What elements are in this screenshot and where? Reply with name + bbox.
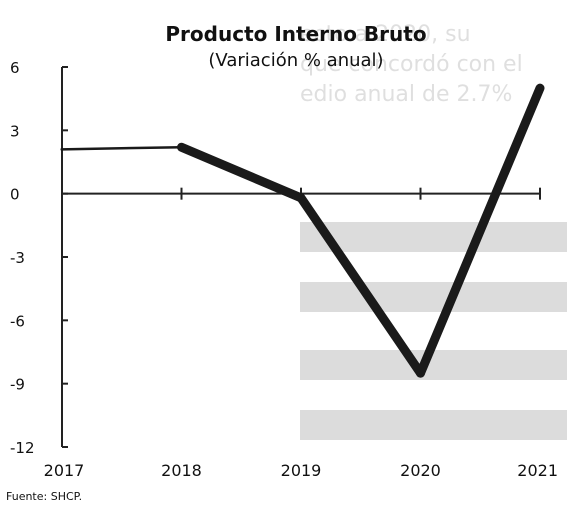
chart-subtitle: (Variación % anual) — [208, 50, 383, 71]
x-tick-label: 2020 — [400, 461, 441, 480]
series-layer — [60, 83, 545, 378]
tick-labels: 6 3 0 -3 -6 -9 -12 2017 2018 2019 2020 2021 — [10, 59, 558, 480]
x-tick-label: 2021 — [517, 461, 558, 480]
chart-background — [0, 0, 298, 506]
x-tick-label: 2019 — [281, 461, 322, 480]
source-note: Fuente: SHCP. — [6, 490, 82, 503]
x-tick-label: 2017 — [44, 461, 85, 480]
data-point — [419, 371, 422, 375]
y-tick-label: 3 — [10, 122, 20, 140]
data-point — [180, 145, 183, 149]
series-line-segment — [296, 193, 425, 378]
y-tick-label: -9 — [10, 376, 25, 394]
y-tick-label: 0 — [10, 186, 20, 204]
data-point — [538, 86, 542, 90]
series-line-segment — [416, 83, 545, 378]
y-tick-label: -12 — [10, 439, 35, 457]
chart-title: Producto Interno Bruto — [165, 22, 426, 46]
x-tick-label: 2018 — [161, 461, 202, 480]
series-line-segment — [60, 145, 183, 151]
y-tick-label: -3 — [10, 249, 25, 267]
y-tick-label: -6 — [10, 312, 25, 330]
y-tick-label: 6 — [10, 59, 20, 77]
series-line-segment — [177, 142, 306, 203]
data-point — [60, 147, 64, 151]
data-point — [299, 196, 303, 200]
